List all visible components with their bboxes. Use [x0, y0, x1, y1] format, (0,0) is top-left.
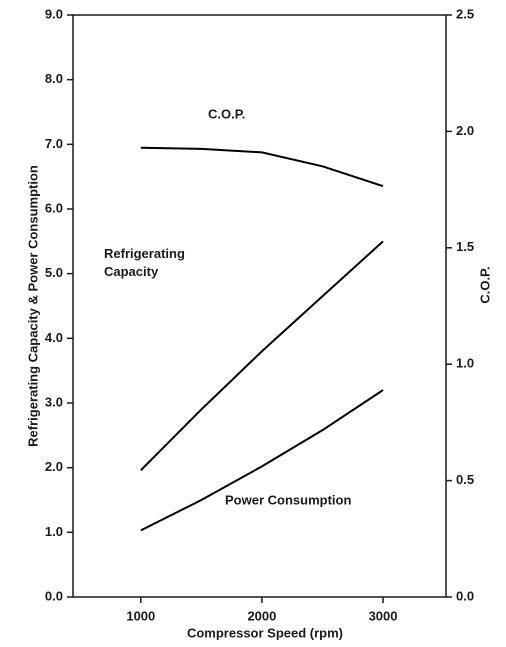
y-tick-label: 2.0: [45, 459, 63, 474]
series-line: [140, 240, 384, 471]
y2-tick-label: 2.0: [456, 123, 474, 138]
y-tick-label: 8.0: [45, 71, 63, 86]
y-tick-label: 3.0: [45, 394, 63, 409]
x-tick-label: 3000: [369, 608, 398, 623]
y2-tick-label: 0.5: [456, 472, 474, 487]
series-line: [140, 146, 384, 188]
y-tick-label: 7.0: [45, 136, 63, 151]
y2-axis-label: C.O.P.: [477, 266, 492, 303]
series-label: Power Consumption: [225, 492, 351, 507]
x-axis-label: Compressor Speed (rpm): [187, 625, 343, 640]
y2-tick-label: 1.0: [456, 356, 474, 371]
y-axis-label: Refrigerating Capacity & Power Consumpti…: [25, 165, 40, 447]
y2-tick-label: 1.5: [456, 239, 474, 254]
y-tick-label: 4.0: [45, 330, 63, 345]
y-tick-label: 6.0: [45, 200, 63, 215]
series-label: Refrigerating Capacity: [104, 246, 185, 279]
x-tick-label: 2000: [247, 608, 276, 623]
y-tick-label: 9.0: [45, 6, 63, 21]
y2-tick-label: 0.0: [456, 588, 474, 603]
y-tick-label: 1.0: [45, 524, 63, 539]
x-tick-label: 1000: [126, 608, 155, 623]
y2-tick-label: 2.5: [456, 6, 474, 21]
series-label: C.O.P.: [208, 106, 245, 121]
y-tick-label: 0.0: [45, 588, 63, 603]
y-tick-label: 5.0: [45, 265, 63, 280]
series-line: [140, 389, 384, 532]
plot-frame: [72, 14, 447, 598]
